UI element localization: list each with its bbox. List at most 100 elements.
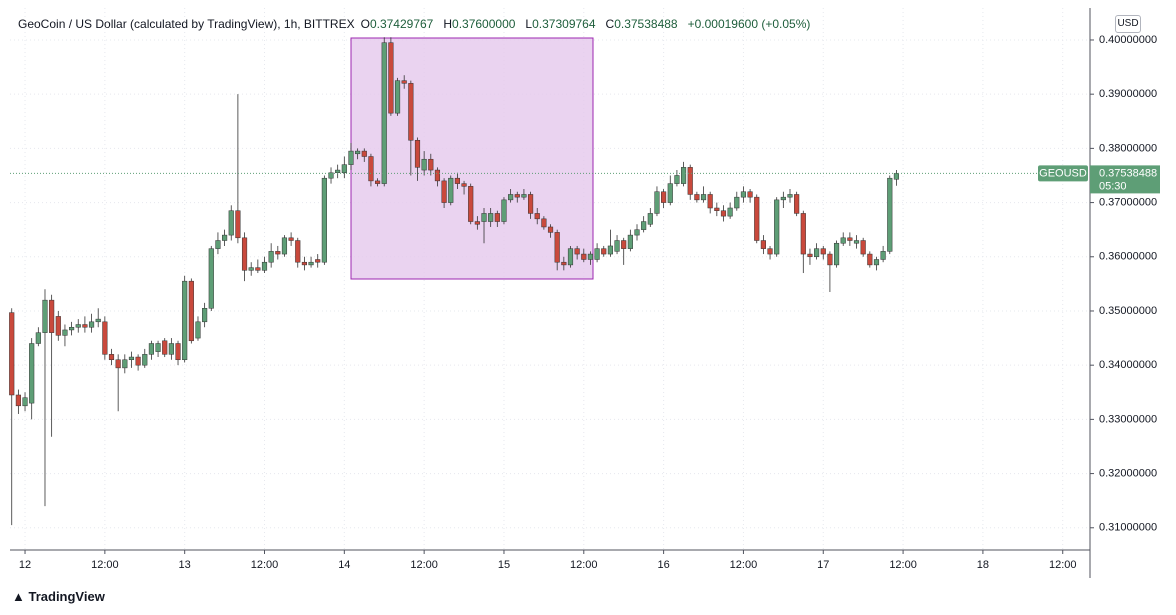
candle-body xyxy=(508,194,514,201)
x-tick-label: 12:00 xyxy=(251,559,279,571)
candle-body xyxy=(667,183,673,203)
candle-body xyxy=(514,194,520,198)
x-tick-label: 15 xyxy=(498,559,510,571)
candle-body xyxy=(49,299,55,333)
candle-body xyxy=(108,354,115,361)
candle-body xyxy=(328,172,334,179)
candle-body xyxy=(654,191,660,214)
candle-body xyxy=(208,248,214,309)
price-label-bg xyxy=(1090,165,1160,194)
candle-body xyxy=(414,139,421,168)
candle-body xyxy=(627,234,633,249)
candle-body xyxy=(807,253,813,258)
candle-body xyxy=(394,80,401,114)
candle-body xyxy=(687,167,693,195)
ohlc-key: L xyxy=(525,17,533,31)
candle-body xyxy=(873,259,880,266)
candle-body xyxy=(880,251,886,260)
candle-body xyxy=(401,80,407,84)
candle-body xyxy=(122,359,128,369)
candle-body xyxy=(820,248,826,255)
x-tick-label: 12:00 xyxy=(410,559,438,571)
candle-body xyxy=(521,194,527,198)
candle-body xyxy=(727,207,733,217)
candle-body xyxy=(561,261,567,266)
candle-body xyxy=(488,213,494,222)
x-tick-label: 17 xyxy=(817,559,829,571)
candle-body xyxy=(767,248,773,255)
candle-body xyxy=(740,191,747,198)
ohlc-value: 0.37429767 xyxy=(369,17,434,31)
branding: ▲ TradingView xyxy=(12,589,105,604)
y-tick-label: 0.31000000 xyxy=(1099,522,1157,534)
ohlc-value: 0.37538488 xyxy=(614,17,678,31)
y-tick-label: 0.34000000 xyxy=(1099,359,1157,371)
candle-body xyxy=(255,267,261,271)
y-tick-label: 0.37000000 xyxy=(1099,196,1157,208)
candle-body xyxy=(55,316,61,336)
candle-body xyxy=(827,253,833,266)
candle-body xyxy=(155,343,161,352)
candle-body xyxy=(680,167,687,184)
y-tick-label: 0.40000000 xyxy=(1099,34,1157,46)
x-tick-label: 12:00 xyxy=(570,559,598,571)
countdown-label: 05:30 xyxy=(1099,180,1127,192)
x-tick-label: 12 xyxy=(19,559,31,571)
candle-body xyxy=(428,158,434,171)
candle-body xyxy=(607,245,613,255)
candle-body xyxy=(115,359,121,369)
candle-body xyxy=(641,221,647,230)
candle-body xyxy=(694,194,700,201)
currency-button[interactable]: USD xyxy=(1115,15,1141,33)
candle-body xyxy=(847,237,853,241)
candle-body xyxy=(527,194,534,214)
candle-body xyxy=(215,240,221,249)
y-tick-label: 0.38000000 xyxy=(1099,142,1157,154)
y-tick-label: 0.35000000 xyxy=(1099,305,1157,317)
candle-body xyxy=(468,186,474,222)
candle-body xyxy=(9,312,15,396)
candle-body xyxy=(601,248,607,255)
candle-body xyxy=(62,329,68,336)
candle-body xyxy=(780,196,786,201)
x-tick-label: 14 xyxy=(338,559,350,571)
candle-body xyxy=(461,183,467,187)
candle-body xyxy=(315,259,321,263)
candle-body xyxy=(421,158,427,171)
candle-body xyxy=(135,356,141,366)
candle-body xyxy=(15,394,21,407)
candle-body xyxy=(700,194,707,201)
candle-body xyxy=(35,332,41,344)
ohlc-value: 0.37309764 xyxy=(532,17,596,31)
candle-body xyxy=(454,177,460,184)
candle-body xyxy=(388,42,394,114)
candle-body xyxy=(162,340,168,355)
candle-body xyxy=(95,318,101,323)
candle-body xyxy=(674,175,680,184)
y-tick-label: 0.33000000 xyxy=(1099,413,1157,425)
candle-body xyxy=(168,343,174,355)
candle-body xyxy=(867,253,873,266)
candle-body xyxy=(275,251,281,255)
candle-body xyxy=(182,280,188,361)
candle-body xyxy=(587,253,594,260)
candle-body xyxy=(361,150,367,157)
candle-body xyxy=(148,343,154,355)
x-tick-label: 16 xyxy=(657,559,669,571)
y-tick-label: 0.39000000 xyxy=(1099,88,1157,100)
candle-body xyxy=(567,248,574,266)
candle-body xyxy=(335,169,341,174)
candle-body xyxy=(853,240,860,244)
candle-body xyxy=(268,251,274,263)
symbol-label: GEOUSD xyxy=(1039,167,1087,179)
candle-body xyxy=(408,83,414,141)
ohlc-legend: GeoCoin / US Dollar (calculated by Tradi… xyxy=(18,17,820,31)
candle-body xyxy=(295,240,301,263)
brand-name: TradingView xyxy=(28,589,105,604)
candle-body xyxy=(541,218,547,228)
candle-body xyxy=(860,240,866,255)
candle-body xyxy=(501,199,507,222)
candle-body xyxy=(321,177,327,263)
candle-body xyxy=(547,226,554,233)
candle-body xyxy=(29,343,35,404)
